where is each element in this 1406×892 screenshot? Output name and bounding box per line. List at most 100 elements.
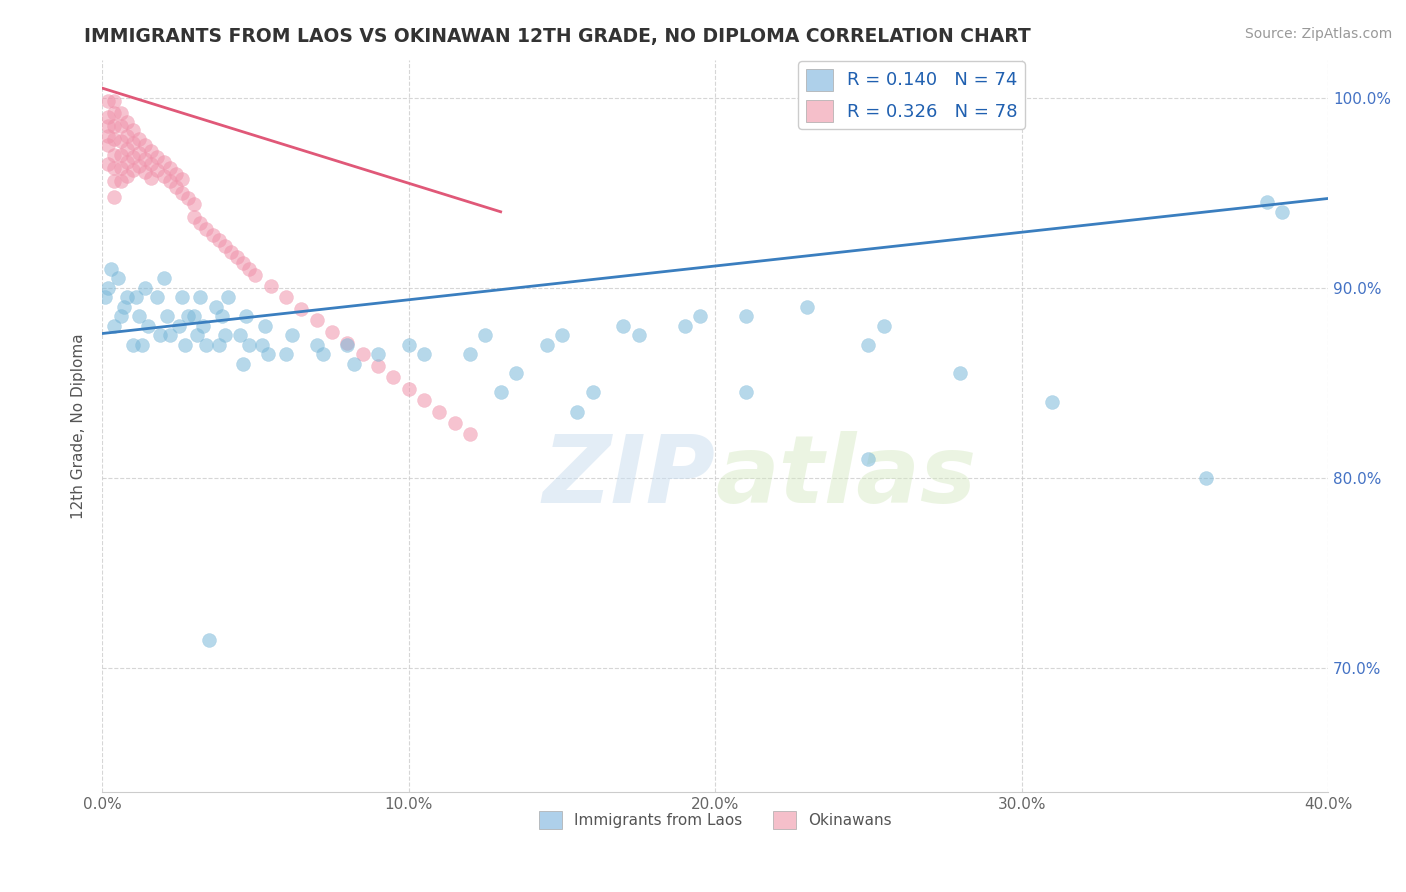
Point bbox=[858, 452, 880, 467]
Point bbox=[321, 325, 343, 339]
Point bbox=[413, 347, 436, 361]
Point bbox=[134, 281, 156, 295]
Point bbox=[110, 135, 132, 149]
Point bbox=[398, 338, 420, 352]
Point bbox=[217, 290, 239, 304]
Point bbox=[121, 338, 143, 352]
Point bbox=[152, 271, 174, 285]
Point bbox=[250, 338, 273, 352]
Point bbox=[97, 157, 120, 171]
Point bbox=[103, 161, 125, 175]
Point bbox=[673, 318, 696, 333]
Point bbox=[253, 318, 276, 333]
Point bbox=[290, 301, 312, 316]
Point bbox=[97, 138, 120, 153]
Point bbox=[115, 290, 138, 304]
Point bbox=[312, 347, 335, 361]
Point bbox=[382, 370, 405, 384]
Point bbox=[208, 338, 231, 352]
Point bbox=[193, 318, 215, 333]
Point bbox=[167, 318, 190, 333]
Point bbox=[103, 189, 125, 203]
Point bbox=[115, 142, 138, 156]
Point bbox=[152, 155, 174, 169]
Point bbox=[458, 427, 481, 442]
Point bbox=[858, 338, 880, 352]
Point bbox=[121, 163, 143, 178]
Text: Source: ZipAtlas.com: Source: ZipAtlas.com bbox=[1244, 27, 1392, 41]
Point bbox=[336, 336, 359, 351]
Point bbox=[110, 174, 132, 188]
Point bbox=[183, 211, 205, 225]
Point bbox=[103, 95, 125, 109]
Point bbox=[232, 357, 254, 371]
Point bbox=[159, 174, 181, 188]
Point bbox=[219, 244, 242, 259]
Point bbox=[110, 119, 132, 133]
Point bbox=[174, 338, 197, 352]
Point bbox=[103, 318, 125, 333]
Point bbox=[367, 359, 389, 373]
Point bbox=[256, 347, 278, 361]
Point bbox=[183, 310, 205, 324]
Point bbox=[115, 169, 138, 183]
Point bbox=[427, 404, 450, 418]
Point bbox=[245, 268, 267, 282]
Point bbox=[443, 416, 465, 430]
Point bbox=[103, 106, 125, 120]
Point bbox=[226, 251, 249, 265]
Point bbox=[581, 385, 603, 400]
Point bbox=[305, 313, 328, 327]
Point bbox=[367, 347, 389, 361]
Point bbox=[232, 256, 254, 270]
Point bbox=[121, 123, 143, 137]
Point bbox=[170, 290, 193, 304]
Text: atlas: atlas bbox=[716, 431, 976, 523]
Point bbox=[134, 152, 156, 166]
Point bbox=[505, 367, 527, 381]
Point bbox=[551, 328, 574, 343]
Point bbox=[342, 357, 364, 371]
Point bbox=[398, 382, 420, 396]
Point bbox=[238, 338, 260, 352]
Point bbox=[260, 279, 283, 293]
Point bbox=[115, 155, 138, 169]
Point bbox=[159, 161, 181, 175]
Point bbox=[97, 119, 120, 133]
Point bbox=[141, 157, 163, 171]
Point bbox=[201, 227, 224, 242]
Point bbox=[949, 367, 972, 381]
Point bbox=[128, 310, 150, 324]
Point bbox=[536, 338, 558, 352]
Point bbox=[198, 632, 221, 647]
Point bbox=[627, 328, 650, 343]
Text: IMMIGRANTS FROM LAOS VS OKINAWAN 12TH GRADE, NO DIPLOMA CORRELATION CHART: IMMIGRANTS FROM LAOS VS OKINAWAN 12TH GR… bbox=[84, 27, 1031, 45]
Point bbox=[195, 338, 218, 352]
Point bbox=[211, 310, 233, 324]
Point bbox=[305, 338, 328, 352]
Y-axis label: 12th Grade, No Diploma: 12th Grade, No Diploma bbox=[72, 333, 86, 518]
Point bbox=[115, 128, 138, 143]
Point bbox=[214, 328, 236, 343]
Point bbox=[134, 138, 156, 153]
Text: ZIP: ZIP bbox=[543, 431, 716, 523]
Point bbox=[612, 318, 634, 333]
Point bbox=[170, 186, 193, 200]
Point bbox=[489, 385, 512, 400]
Point bbox=[1256, 195, 1278, 210]
Point bbox=[352, 347, 374, 361]
Point bbox=[128, 132, 150, 146]
Point bbox=[97, 95, 120, 109]
Point bbox=[796, 300, 818, 314]
Legend: Immigrants from Laos, Okinawans: Immigrants from Laos, Okinawans bbox=[533, 805, 897, 836]
Point bbox=[100, 261, 122, 276]
Point bbox=[170, 172, 193, 186]
Point bbox=[474, 328, 496, 343]
Point bbox=[274, 347, 297, 361]
Point bbox=[873, 318, 896, 333]
Point bbox=[204, 300, 226, 314]
Point bbox=[1271, 204, 1294, 219]
Point bbox=[195, 222, 218, 236]
Point bbox=[131, 338, 153, 352]
Point bbox=[186, 328, 208, 343]
